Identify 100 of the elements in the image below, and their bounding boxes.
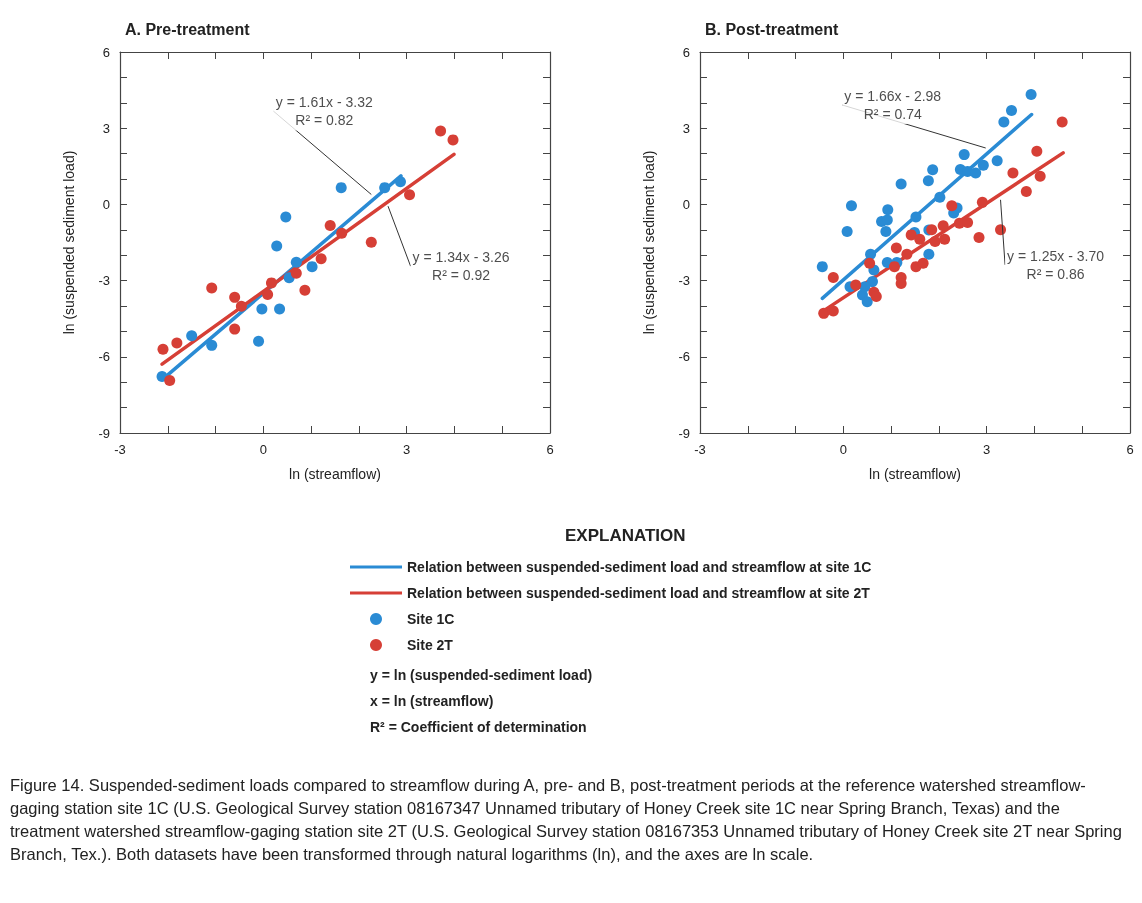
- point: [939, 233, 951, 245]
- legend-label: Relation between suspended-sediment load and streamflow at site 1C: [407, 559, 872, 575]
- caption: Figure 14. Suspended-sediment loads compared to streamflow during A, pre- and B, post-treatment periods at the reference watershed streamflow-gaging station site 1C (U.S. Geological Survey station 08167347 Unnamed tributary of Honey Creek site 1C near Spring Branch, Texas) and the treatment watershed streamflow-gaging station site 2T (U.S. Geological Survey station 08167353 Unnamed tributary of Honey Creek site 2T near Spring Branch, Tex.). Both datasets have been transformed through natural logarithms (ln), and the axes are ln scale.: [10, 775, 1123, 865]
- point: [306, 261, 318, 273]
- point: [923, 248, 935, 260]
- legend-label: Relation between suspended-sediment load and streamflow at site 2T: [407, 585, 871, 601]
- point: [864, 257, 876, 269]
- point: [841, 226, 853, 238]
- annotation: y = 1.25x - 3.70 R² = 0.86: [1007, 247, 1105, 282]
- y-tick-label: 6: [102, 44, 110, 60]
- point: [229, 291, 241, 303]
- point: [280, 211, 292, 223]
- point: [365, 236, 377, 248]
- point: [888, 261, 900, 273]
- point: [1025, 88, 1037, 100]
- y-tick-label: 0: [102, 196, 110, 212]
- point: [235, 300, 247, 312]
- y-tick-label: -6: [678, 349, 690, 365]
- point: [880, 226, 892, 238]
- point: [324, 219, 336, 231]
- point: [435, 125, 447, 137]
- point: [335, 182, 347, 194]
- point: [998, 116, 1010, 128]
- point: [946, 200, 958, 212]
- point: [379, 182, 391, 194]
- point: [922, 175, 934, 187]
- point: [1056, 116, 1068, 128]
- y-tick-label: 0: [682, 196, 690, 212]
- y-tick-label: -9: [678, 425, 690, 441]
- x-tick-label: 3: [983, 442, 991, 457]
- annotation: y = 1.66x - 2.98 R² = 0.74: [844, 88, 942, 123]
- y-tick-label: 6: [682, 44, 690, 60]
- point: [186, 330, 198, 342]
- point: [962, 216, 974, 228]
- x-tick-label: 6: [1126, 442, 1134, 457]
- x-tick-label: -3: [114, 442, 126, 457]
- point: [818, 307, 830, 319]
- point: [271, 240, 283, 252]
- point: [927, 164, 939, 176]
- y-axis-title: ln (suspended sediment load): [641, 150, 657, 335]
- point: [827, 305, 839, 317]
- point: [816, 261, 828, 273]
- x-tick-label: -3: [694, 442, 706, 457]
- point: [253, 335, 265, 347]
- point: [895, 178, 907, 190]
- legend-label: Site 2T: [407, 637, 454, 653]
- text: x = ln (streamflow): [370, 692, 495, 711]
- y-tick-label: 3: [682, 120, 690, 136]
- x-tick-label: 0: [839, 442, 847, 457]
- point: [914, 233, 926, 245]
- point: [882, 204, 894, 216]
- point: [827, 272, 839, 284]
- point: [1034, 170, 1046, 182]
- x-axis-title: ln (streamflow): [289, 466, 381, 482]
- point: [404, 189, 416, 201]
- annotation: y = 1.34x - 3.26 R² = 0.92: [412, 249, 510, 284]
- point: [977, 159, 989, 171]
- point: [171, 337, 183, 349]
- chart-title: B. Post-treatment: [705, 20, 840, 38]
- point: [934, 191, 946, 203]
- point: [290, 256, 302, 268]
- point: [394, 176, 406, 188]
- point: [299, 284, 311, 296]
- legend-label: Site 1C: [407, 611, 455, 627]
- point: [262, 289, 274, 301]
- point: [206, 282, 218, 294]
- point: [929, 235, 941, 247]
- y-tick-label: -6: [98, 349, 110, 365]
- x-tick-label: 6: [546, 442, 554, 457]
- x-tick-label: 3: [403, 442, 411, 457]
- point: [890, 242, 902, 254]
- x-tick-label: 0: [259, 442, 267, 457]
- point: [991, 155, 1003, 167]
- y-tick-label: -9: [98, 425, 110, 441]
- point: [917, 257, 929, 269]
- point: [1031, 145, 1043, 157]
- point: [937, 220, 949, 232]
- point: [865, 248, 877, 260]
- point: [976, 196, 988, 208]
- text: R² = Coefficient of determination: [370, 718, 588, 737]
- point: [315, 253, 327, 265]
- point: [336, 227, 348, 239]
- point: [870, 291, 882, 303]
- x-axis-title: ln (streamflow): [869, 466, 961, 482]
- legend-title: EXPLANATION: [565, 526, 686, 545]
- point: [274, 303, 286, 315]
- point: [206, 339, 218, 351]
- point: [164, 374, 176, 386]
- point: [265, 277, 277, 289]
- y-axis-title: ln (suspended sediment load): [61, 150, 77, 335]
- point: [850, 279, 862, 291]
- point: [859, 281, 871, 293]
- y-tick-label: -3: [678, 273, 690, 289]
- annotation: y = 1.61x - 3.32 R² = 0.82: [275, 94, 373, 129]
- y-tick-label: -3: [98, 273, 110, 289]
- point: [901, 248, 913, 260]
- point: [229, 323, 241, 335]
- point: [1007, 167, 1019, 179]
- chart-title: A. Pre-treatment: [125, 20, 251, 38]
- point: [970, 167, 982, 179]
